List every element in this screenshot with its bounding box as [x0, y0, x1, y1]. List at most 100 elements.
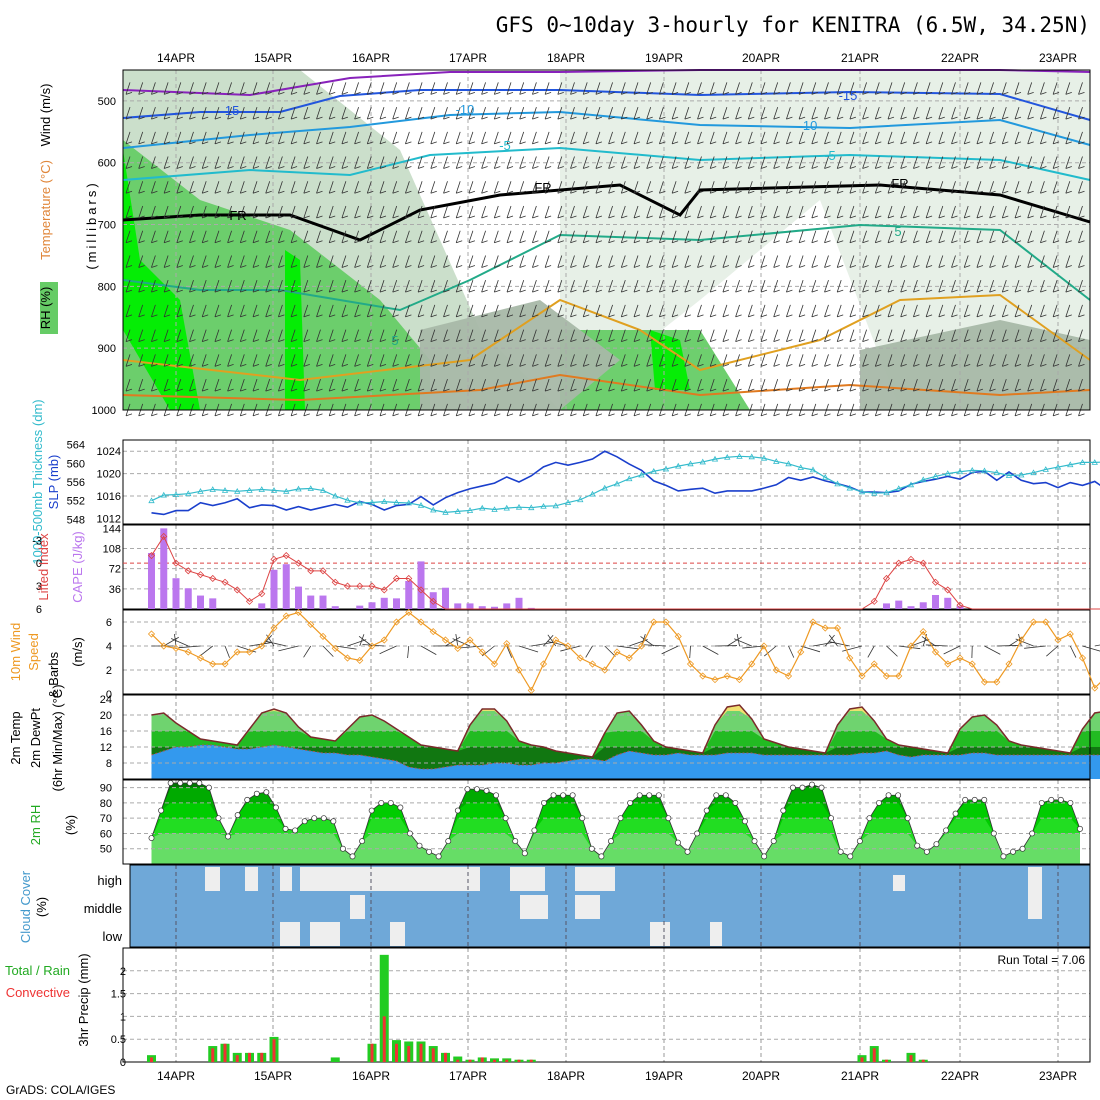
- wind-barb: [646, 181, 653, 194]
- wind-barb: [684, 156, 691, 169]
- wind-barb: [239, 304, 247, 318]
- wind-barb: [201, 378, 209, 392]
- wind-barb: [481, 131, 488, 145]
- precip-convective-bar: [444, 1052, 447, 1062]
- cape-bar: [356, 605, 364, 609]
- wind-barb: [252, 106, 260, 120]
- wind-barb: [633, 230, 641, 244]
- wind-barb: [455, 131, 463, 145]
- wind-barb: [252, 205, 260, 219]
- cloud-level-label: middle: [84, 901, 122, 916]
- wind-barb: [1027, 255, 1034, 268]
- wind-barb: [354, 205, 361, 219]
- wind-barb: [582, 329, 590, 343]
- wind-barb: [1018, 634, 1022, 647]
- wind-barb: [925, 354, 933, 367]
- wind-barb: [1065, 82, 1072, 95]
- wind-barb: [455, 378, 463, 392]
- cape-bar: [197, 595, 204, 609]
- wind-barb: [354, 156, 361, 169]
- precip-convective-bar: [860, 1057, 864, 1062]
- wind-barb: [659, 181, 666, 194]
- rh-point: [742, 818, 748, 825]
- thickness-point: [344, 496, 351, 503]
- wind-barb: [582, 205, 590, 219]
- thickness-point: [295, 485, 302, 492]
- wind-barb: [506, 354, 514, 367]
- wind-barb: [633, 106, 641, 120]
- wind-barb: [557, 181, 564, 194]
- wind-barb: [570, 329, 577, 343]
- wind-barb: [532, 156, 539, 169]
- wind-barb: [697, 156, 704, 169]
- wind-barb: [786, 354, 793, 367]
- wind-barb: [443, 280, 450, 293]
- wind-barb: [163, 230, 171, 244]
- wind-speed-point: [882, 672, 891, 680]
- wind-barb: [392, 106, 399, 120]
- wind-barb: [697, 131, 704, 145]
- wind-barb: [684, 230, 691, 244]
- thickness-point: [675, 462, 682, 469]
- rh-tick-label: 50: [100, 844, 112, 856]
- rh-point: [301, 818, 308, 825]
- wind-barb: [379, 304, 387, 318]
- wind-barb: [341, 156, 349, 169]
- wind-barb: [984, 645, 1001, 655]
- lifted-index-point: [417, 586, 425, 594]
- wind-barb: [214, 131, 222, 145]
- top-date-label: 21APR: [841, 51, 879, 65]
- wind-barb: [379, 378, 387, 392]
- rh-point: [1077, 825, 1083, 832]
- wind-barb: [976, 280, 984, 293]
- wind-barb: [532, 106, 539, 120]
- rh-point: [512, 838, 519, 845]
- cape-bar: [466, 603, 474, 609]
- wind-barb: [709, 304, 717, 318]
- wind-barb: [709, 378, 717, 392]
- wind-barb: [1040, 230, 1047, 244]
- wind-barb: [214, 205, 222, 219]
- chart-title: GFS 0~10day 3-hourly for KENITRA (6.5W, …: [496, 13, 1090, 37]
- precip-ylabel-unit: 3hr Precip (mm): [76, 953, 91, 1046]
- top-date-label: 15APR: [254, 51, 292, 65]
- wind-barb: [506, 181, 514, 194]
- wind-barb: [290, 131, 298, 145]
- wind-barb: [976, 304, 984, 318]
- rh-point: [895, 792, 902, 799]
- wind-barb: [595, 230, 603, 244]
- wind-barb: [481, 255, 488, 268]
- wind-barb: [290, 304, 298, 318]
- wind-barb: [951, 280, 958, 293]
- wind-barb: [608, 280, 615, 293]
- wind-barb: [252, 181, 260, 194]
- wind-barb: [468, 205, 476, 219]
- rh-point: [655, 792, 662, 799]
- wind-speed-point: [772, 666, 780, 674]
- thickness-point: [920, 476, 927, 483]
- rh-shaded-region: [860, 320, 1090, 410]
- wind-barb: [303, 131, 310, 145]
- wind-barb: [735, 106, 742, 120]
- lifted-index-point: [919, 559, 927, 567]
- wind-barb: [811, 304, 818, 318]
- wind-barb: [430, 329, 437, 343]
- wind-barb: [913, 230, 920, 244]
- wind-barb: [989, 181, 996, 194]
- wind-barb: [1027, 82, 1034, 95]
- wind-barb: [443, 255, 450, 268]
- wind-speed-point: [233, 648, 241, 656]
- wind-barb: [151, 181, 158, 194]
- wind-barb: [684, 354, 691, 367]
- wind-barb: [290, 329, 298, 343]
- wind-barb: [646, 378, 653, 392]
- wind-barb: [633, 181, 641, 194]
- wind-barb: [849, 131, 857, 145]
- wind-barb: [379, 354, 387, 367]
- rh-point: [426, 848, 433, 855]
- wind-barb: [811, 82, 818, 95]
- wind-barb: [328, 106, 336, 120]
